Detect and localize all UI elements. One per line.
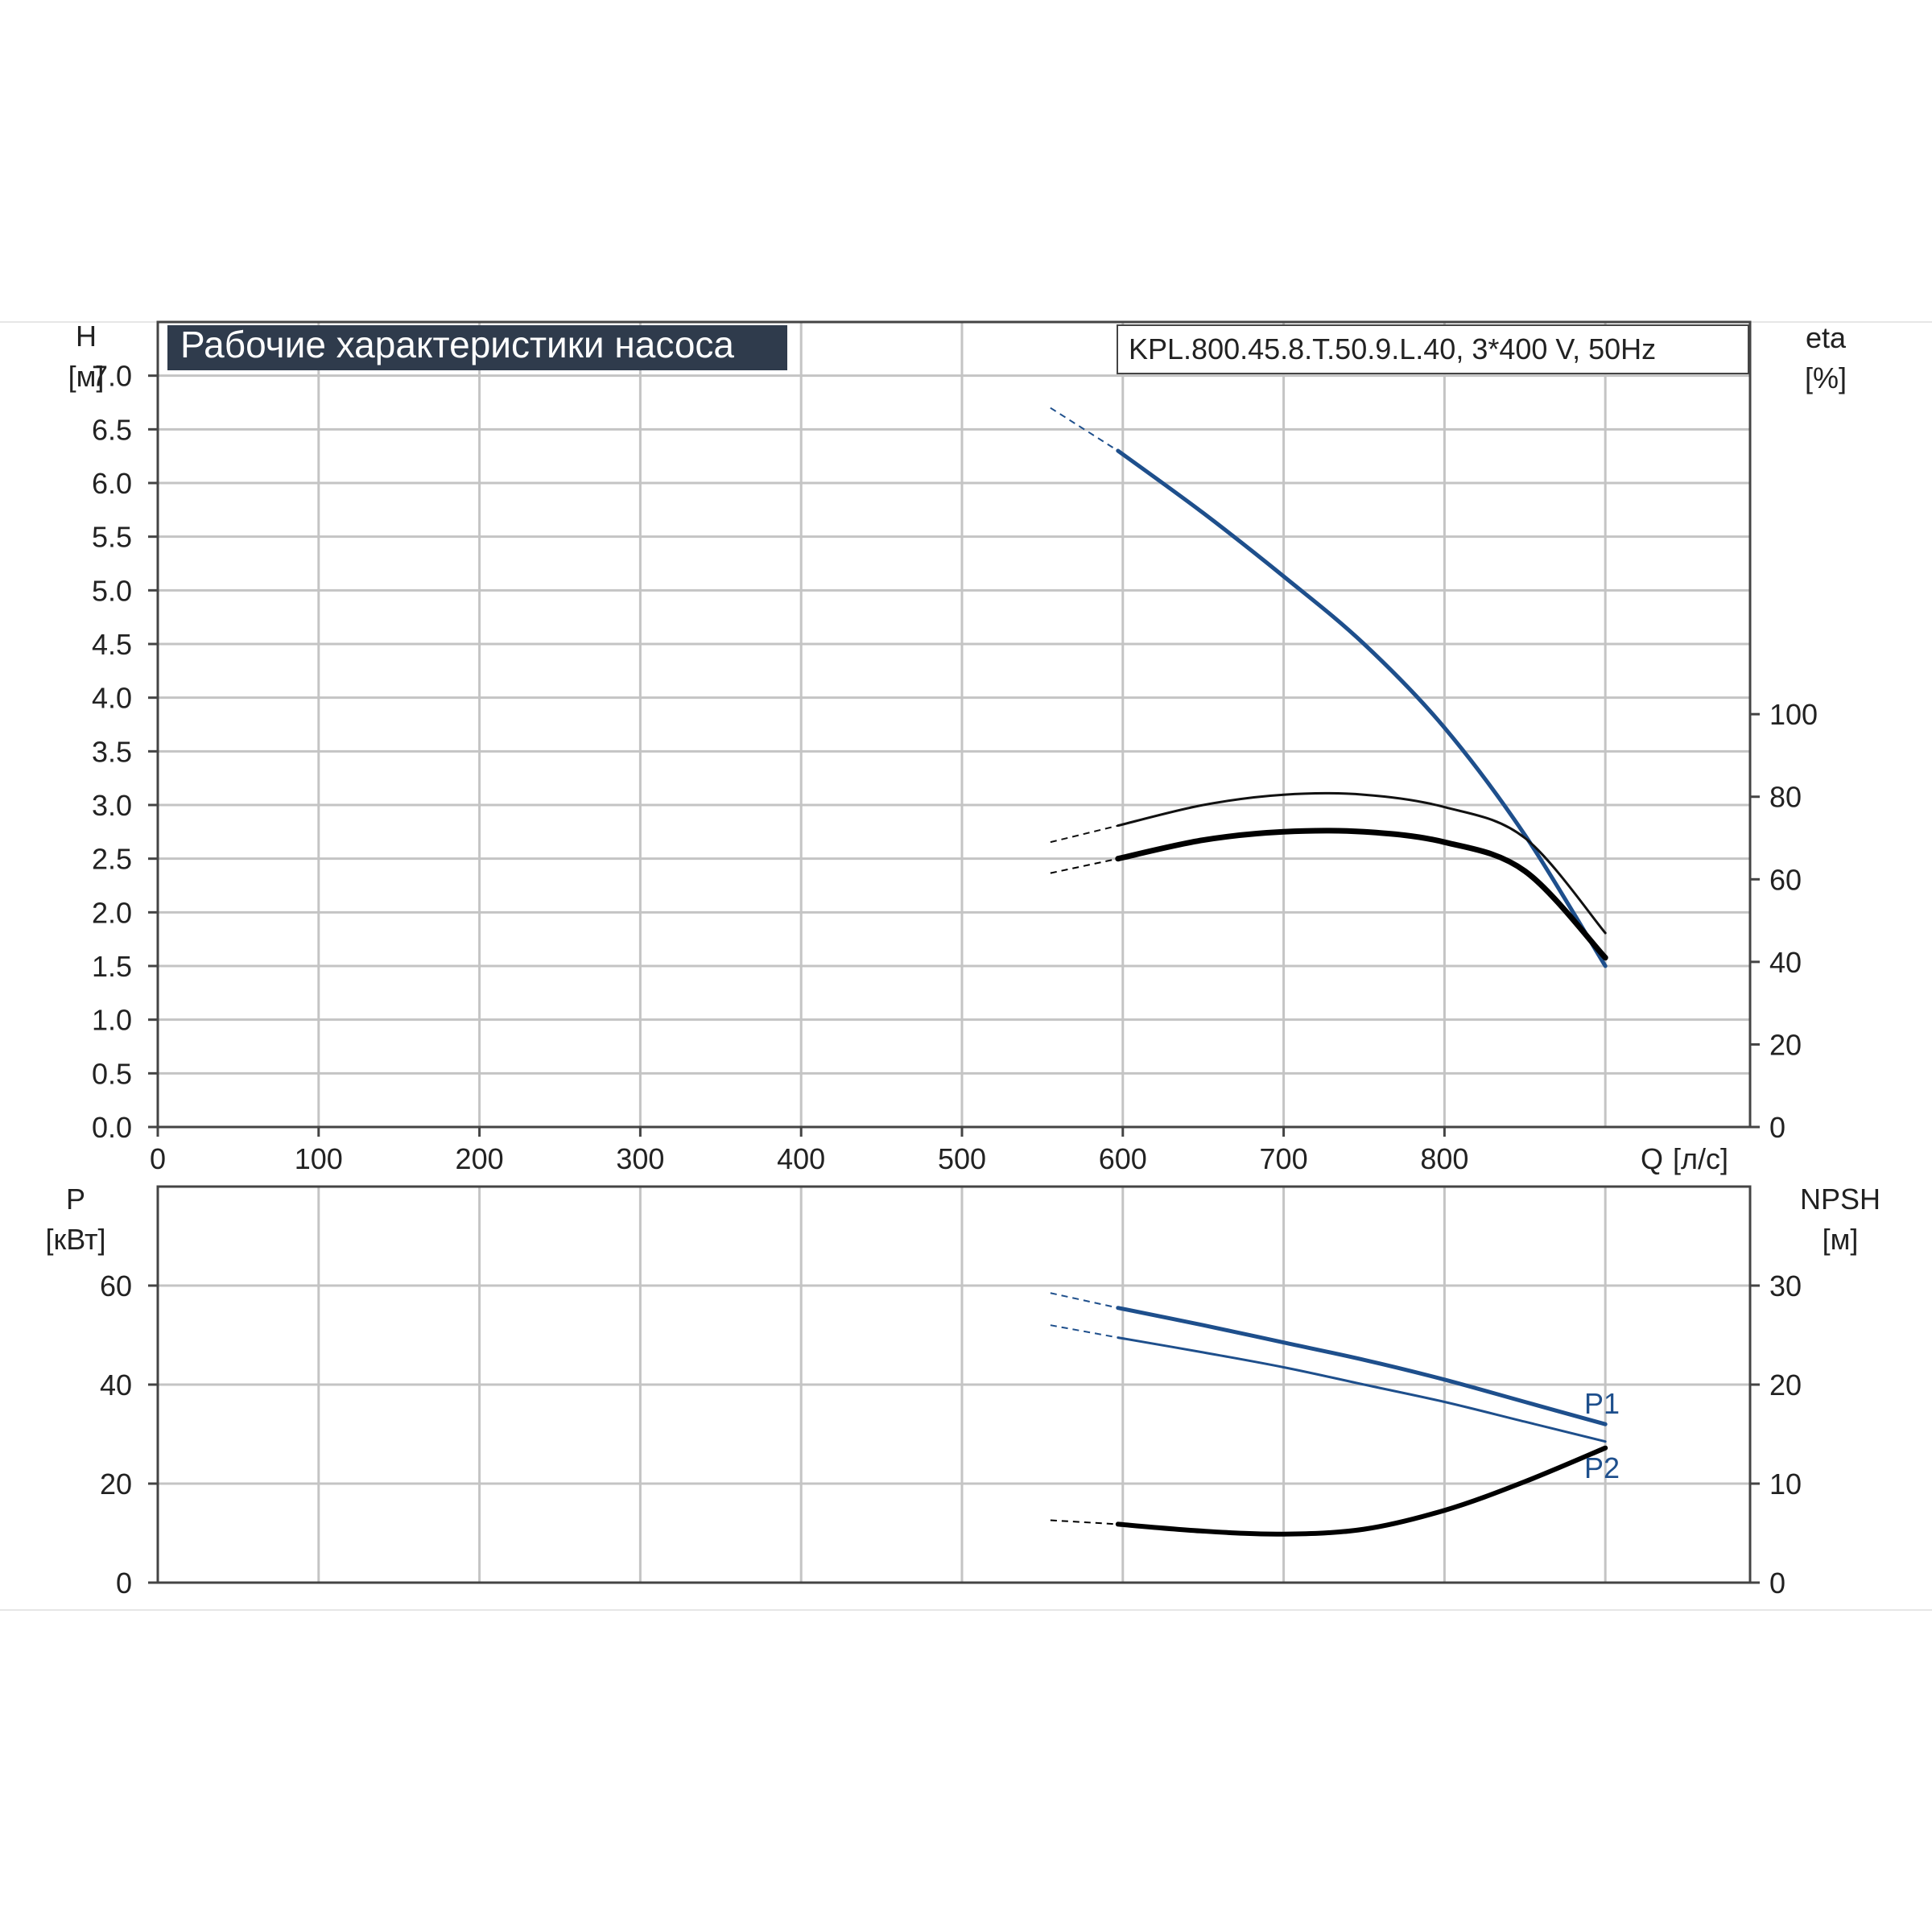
y-tick-label: 5.0 xyxy=(92,574,132,607)
chart-title: Рабочие характеристики насоса xyxy=(180,324,734,365)
y-tick-label: 1.5 xyxy=(92,950,132,983)
chart-title-box xyxy=(167,325,787,370)
series-extension-eta-total xyxy=(1050,857,1119,874)
y-tick-label: 5.5 xyxy=(92,521,132,554)
x-tick-label: 800 xyxy=(1420,1142,1468,1175)
x-tick-label: 400 xyxy=(777,1142,825,1175)
npsh-tick-label: 0 xyxy=(1769,1567,1785,1600)
power-npsh-plot: 0 20 40 60 0 10 20 30 P [кВт] NPSH [м] P1 P2 xyxy=(45,1183,1880,1600)
series-extension-eta xyxy=(1050,824,1119,844)
eta-tick-label: 40 xyxy=(1769,946,1802,979)
flow-axis-ticks: 0 100 200 300 400 500 600 700 800 xyxy=(150,1127,1468,1175)
npsh-axis-unit: [м] xyxy=(1823,1223,1859,1256)
y-tick-label: 3.0 xyxy=(92,789,132,822)
top-series xyxy=(1050,407,1608,968)
series-label-p2: P2 xyxy=(1584,1451,1620,1484)
eta-tick-label: 80 xyxy=(1769,781,1802,814)
y-tick-label: 4.5 xyxy=(92,628,132,661)
x-tick-label: 0 xyxy=(150,1142,166,1175)
series-line-npsh xyxy=(1115,1445,1608,1537)
npsh-tick-label: 30 xyxy=(1769,1269,1802,1302)
eta-tick-label: 60 xyxy=(1769,863,1802,896)
series-line-eta-total xyxy=(1115,828,1608,961)
x-tick-label: 500 xyxy=(938,1142,986,1175)
series-extension-p2 xyxy=(1050,1324,1118,1339)
flow-axis-unit: [л/с] xyxy=(1673,1142,1728,1175)
power-axis-ticks: 0 20 40 60 xyxy=(100,1269,158,1600)
power-axis-unit: [кВт] xyxy=(45,1223,105,1256)
y-tick-label: 2.5 xyxy=(92,843,132,876)
head-efficiency-plot: 0.0 0.5 1.0 1.5 2.0 2.5 3.0 3.5 4.0 4.5 5.0 5.5 6.0 6… xyxy=(68,320,1847,1175)
power-tick-label: 60 xyxy=(100,1269,132,1302)
eta-axis-unit: [%] xyxy=(1805,361,1847,394)
x-tick-label: 600 xyxy=(1099,1142,1147,1175)
top-plot-frame xyxy=(156,320,1752,1129)
bottom-series xyxy=(1050,1292,1608,1537)
series-line-p2 xyxy=(1117,1336,1607,1443)
x-tick-label: 300 xyxy=(616,1142,664,1175)
series-extension-h xyxy=(1050,407,1119,452)
series-extension-npsh xyxy=(1050,1519,1118,1525)
head-axis-ticks: 0.0 0.5 1.0 1.5 2.0 2.5 3.0 3.5 4.0 4.5 5.0 5.5 6.0 6… xyxy=(92,360,158,1144)
y-tick-label: 2.0 xyxy=(92,896,132,929)
series-label-p1: P1 xyxy=(1584,1387,1620,1420)
y-tick-label: 0.5 xyxy=(92,1057,132,1090)
y-tick-label: 4.0 xyxy=(92,682,132,715)
series-line-p1 xyxy=(1116,1306,1608,1426)
head-axis-name: H xyxy=(76,320,97,353)
npsh-tick-label: 20 xyxy=(1769,1368,1802,1402)
model-label-box xyxy=(1117,324,1749,374)
series-line-h xyxy=(1116,448,1608,968)
x-tick-label: 200 xyxy=(456,1142,504,1175)
power-axis-name: P xyxy=(66,1183,85,1216)
flow-axis-name: Q xyxy=(1641,1142,1663,1175)
eta-axis-ticks: 0 20 40 60 80 100 xyxy=(1750,698,1818,1144)
npsh-axis-name: NPSH xyxy=(1800,1183,1880,1216)
power-tick-label: 20 xyxy=(100,1468,132,1501)
y-tick-label: 6.0 xyxy=(92,467,132,500)
bottom-grid xyxy=(158,1187,1750,1583)
eta-axis-name: eta xyxy=(1806,321,1847,354)
model-label: KPL.800.45.8.T.50.9.L.40, 3*400 V, 50Hz xyxy=(1129,332,1656,365)
power-tick-label: 40 xyxy=(100,1368,132,1402)
y-tick-label: 7.0 xyxy=(92,360,132,393)
power-tick-label: 0 xyxy=(116,1567,132,1600)
eta-tick-label: 100 xyxy=(1769,698,1818,731)
series-line-eta xyxy=(1117,791,1607,935)
y-tick-label: 3.5 xyxy=(92,735,132,768)
eta-tick-label: 20 xyxy=(1769,1028,1802,1061)
x-tick-label: 100 xyxy=(295,1142,343,1175)
top-grid xyxy=(158,320,1750,1127)
head-axis-unit: [м] xyxy=(68,360,105,393)
y-tick-label: 1.0 xyxy=(92,1004,132,1037)
npsh-axis-ticks: 0 10 20 30 xyxy=(1750,1269,1802,1600)
eta-tick-label: 0 xyxy=(1769,1111,1785,1144)
npsh-tick-label: 10 xyxy=(1769,1468,1802,1501)
y-tick-label: 6.5 xyxy=(92,413,132,446)
series-extension-p1 xyxy=(1050,1292,1119,1309)
x-tick-label: 700 xyxy=(1260,1142,1308,1175)
y-tick-label: 0.0 xyxy=(92,1111,132,1144)
